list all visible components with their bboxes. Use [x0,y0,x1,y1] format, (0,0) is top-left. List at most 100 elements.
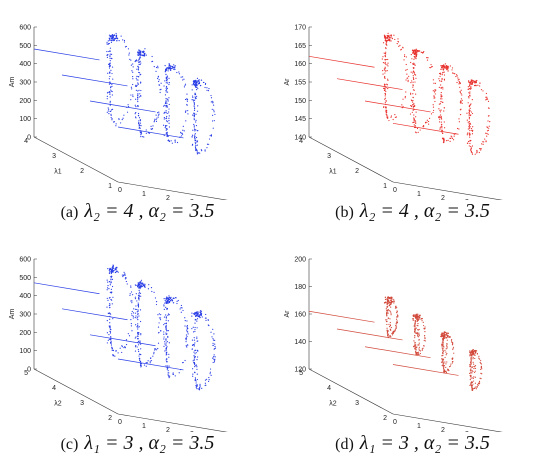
data-point [472,129,474,131]
data-point [430,64,432,66]
data-point [167,70,169,72]
data-point [157,342,160,344]
data-point [442,137,445,139]
data-point [110,57,112,59]
data-point [468,81,470,83]
data-point [193,351,195,353]
data-point [457,77,459,79]
data-point [140,125,142,127]
data-point [467,96,470,98]
data-point [478,380,481,382]
data-point [191,144,194,146]
data-point [394,330,396,332]
data-point [113,121,116,123]
data-point [184,317,186,319]
data-point [412,121,414,124]
data-point [111,303,113,305]
data-point [137,69,140,71]
data-point [198,81,200,83]
z-tick-label: 120 [294,367,306,374]
data-point [167,135,169,137]
data-point [182,76,184,78]
data-point [460,100,462,102]
data-point [418,344,420,346]
data-point [213,358,215,361]
data-point [198,82,201,85]
data-point [467,88,469,90]
data-point [470,362,472,364]
data-point [414,319,416,322]
data-point [459,114,462,116]
data-point [107,110,109,112]
data-point [384,98,386,100]
data-point [414,346,416,349]
data-point [138,326,140,328]
data-point [470,364,472,366]
data-point [132,75,134,78]
data-point [384,35,386,37]
data-point [450,137,452,139]
data-point [201,387,203,389]
data-point [193,123,195,126]
data-point [443,127,446,129]
data-point [157,347,159,350]
data-point [180,307,182,309]
z-tick-label: 300 [19,80,31,87]
data-point [166,82,169,84]
data-point [132,66,134,68]
data-point [166,131,168,133]
data-point [195,83,198,86]
data-point [165,68,167,70]
data-point [413,117,415,119]
data-point [451,361,454,363]
data-point [444,361,446,363]
data-point [106,56,109,58]
data-point [136,326,138,328]
data-point [474,367,477,370]
data-point [138,89,140,91]
alpha-tick-label: 0 [118,419,122,426]
data-point [143,55,146,57]
data-point [196,366,198,368]
data-point [146,362,148,364]
data-point [135,293,137,295]
alpha-axis [392,181,503,200]
data-point [138,355,140,357]
data-point [412,319,414,321]
data-point [196,95,198,97]
data-point [166,298,168,301]
data-point [134,350,137,352]
data-point [194,84,197,87]
data-point [172,297,175,299]
caption-equation: λ₁ = 3 , α₂ = 3.5 [359,432,490,454]
data-point [136,75,138,77]
data-point [208,138,211,140]
lambda-tick-label: 4 [52,385,56,392]
data-point [139,320,142,323]
data-point [127,333,129,335]
data-point [420,318,422,320]
data-point [193,125,195,127]
data-point [121,351,123,354]
data-point [127,48,130,50]
data-point [441,78,443,81]
data-point [469,350,471,352]
data-point [418,332,420,334]
data-point [201,150,203,152]
data-point [382,70,384,72]
data-point [446,353,448,355]
data-point [187,113,189,115]
data-point [428,123,430,125]
data-point [169,300,172,302]
data-point [185,345,187,347]
data-point [470,384,473,386]
data-point [391,37,394,40]
data-point [142,283,145,285]
data-point [471,385,473,387]
data-point [135,77,137,79]
data-point [163,134,165,137]
data-point [137,333,139,335]
data-point [191,328,193,330]
data-point [438,80,441,82]
data-point [106,279,108,281]
